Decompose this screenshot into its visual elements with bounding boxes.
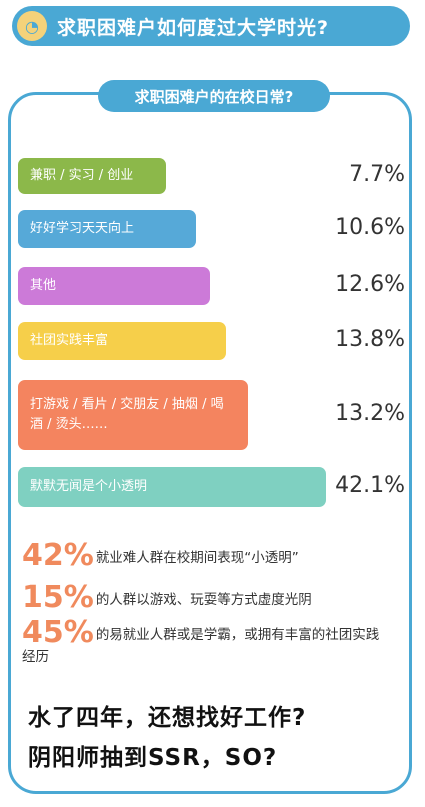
handwritten-line-2: 阴阳师抽到SSR，SO? xyxy=(28,745,278,771)
bar-row: 兼职 / 实习 / 创业 xyxy=(18,158,166,194)
header-bar: ◔ 求职困难户如何度过大学时光? xyxy=(12,6,410,46)
bar: 其他 xyxy=(18,267,210,305)
bar-value-label: 13.8% xyxy=(335,327,405,352)
bar: 兼职 / 实习 / 创业 xyxy=(18,158,166,194)
bar-value-label: 7.7% xyxy=(349,162,405,187)
stat-1: 42% 就业难人群在校期间表现“小透明” xyxy=(22,538,299,573)
pie-chart-icon: ◔ xyxy=(17,11,47,41)
bar: 社团实践丰富 xyxy=(18,322,226,360)
bar-value-label: 10.6% xyxy=(335,215,405,240)
bar-row: 打游戏 / 看片 / 交朋友 / 抽烟 / 喝酒 / 烫头…… xyxy=(18,380,248,450)
bar-value-label: 13.2% xyxy=(335,401,405,426)
stat-1-number: 42% xyxy=(22,538,94,573)
chart-title: 求职困难户的在校日常? xyxy=(98,80,330,112)
stat-2-text: 的人群以游戏、玩耍等方式虚度光阴 xyxy=(95,592,312,608)
page-title: 求职困难户如何度过大学时光? xyxy=(57,16,330,39)
bar-row: 好好学习天天向上 xyxy=(18,210,196,248)
handwritten-line-1: 水了四年，还想找好工作? xyxy=(28,705,307,731)
bar-value-label: 42.1% xyxy=(335,473,405,498)
bar-row: 社团实践丰富 xyxy=(18,322,226,360)
stat-2-number: 15% xyxy=(22,580,94,615)
bar: 打游戏 / 看片 / 交朋友 / 抽烟 / 喝酒 / 烫头…… xyxy=(18,380,248,450)
stat-2: 15% 的人群以游戏、玩耍等方式虚度光阴 xyxy=(22,580,312,615)
bar-row: 默默无闻是个小透明 xyxy=(18,467,326,507)
stat-1-text: 就业难人群在校期间表现“小透明” xyxy=(95,550,299,566)
stat-3-text: 的易就业人群或是学霸，或拥有丰富的社团实践经历 xyxy=(22,627,380,665)
bar: 默默无闻是个小透明 xyxy=(18,467,326,507)
bar: 好好学习天天向上 xyxy=(18,210,196,248)
bar-value-label: 12.6% xyxy=(335,272,405,297)
stat-3-number: 45% xyxy=(22,615,94,650)
stat-3: 45% 的易就业人群或是学霸，或拥有丰富的社团实践经历 xyxy=(22,618,392,668)
bar-row: 其他 xyxy=(18,267,210,305)
